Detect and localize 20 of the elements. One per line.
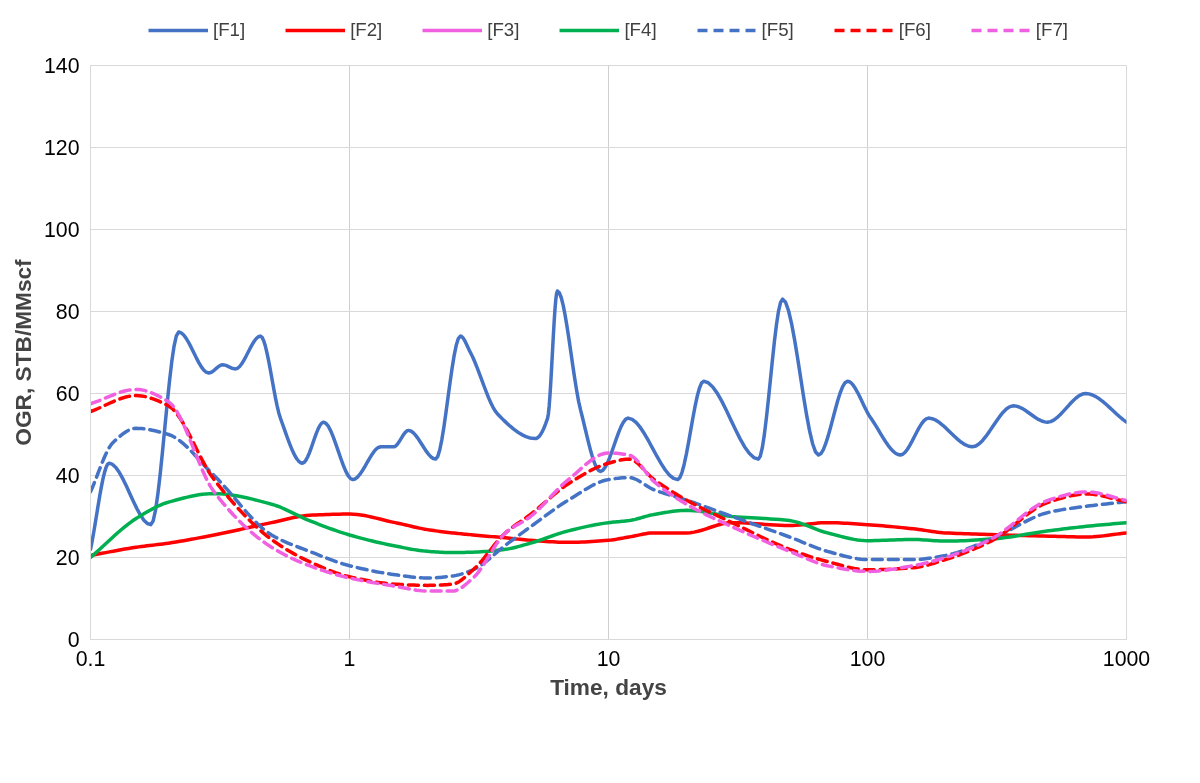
y-tick-label: 120 <box>43 136 80 160</box>
y-tick-label: 60 <box>55 382 80 406</box>
legend-label: [F4] <box>624 19 657 41</box>
y-tick-label: 40 <box>55 464 80 488</box>
x-tick-label: 10 <box>596 646 621 671</box>
y-tick-label: 80 <box>55 300 80 324</box>
legend-label: [F6] <box>898 19 931 41</box>
legend-label: [F7] <box>1035 19 1068 41</box>
x-tick-label: 100 <box>849 646 886 671</box>
y-axis-title: OGR, STB/MMscf <box>9 258 36 446</box>
x-tick-label: 1000 <box>1102 646 1151 671</box>
legend-label: [F1] <box>213 19 246 41</box>
x-tick-label: 1 <box>343 646 356 671</box>
y-tick-label: 140 <box>43 54 80 78</box>
y-tick-label: 100 <box>43 218 80 242</box>
legend-label: [F3] <box>487 19 520 41</box>
x-axis-title: Time, days <box>550 673 667 700</box>
y-tick-label: 20 <box>55 546 80 570</box>
legend-label: [F5] <box>761 19 794 41</box>
legend-label: [F2] <box>350 19 383 41</box>
